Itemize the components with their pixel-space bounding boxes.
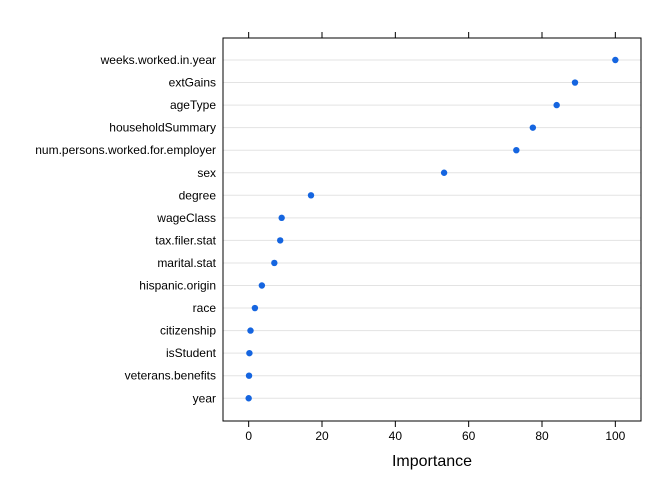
y-tick-label: degree [179, 188, 217, 202]
data-point [440, 169, 448, 176]
data-point [258, 282, 266, 289]
x-tick-label: 60 [462, 429, 476, 443]
data-point [251, 304, 259, 312]
data-point [245, 372, 253, 379]
data-point [246, 349, 253, 357]
x-tick-label: 80 [535, 429, 549, 443]
data-point [571, 79, 579, 86]
data-point [612, 56, 619, 64]
data-point [247, 327, 254, 334]
y-tick-label: ageType [170, 98, 216, 112]
y-tick-label: num.persons.worked.for.employer [35, 143, 216, 157]
y-tick-label: weeks.worked.in.year [100, 53, 216, 67]
data-point [307, 192, 315, 199]
data-point [513, 147, 520, 154]
y-tick-label: race [193, 301, 217, 315]
y-tick-label: extGains [169, 76, 216, 90]
x-axis-label: Importance [392, 453, 472, 470]
y-tick-label: hispanic.origin [139, 279, 216, 293]
points [245, 56, 619, 402]
y-tick-label: tax.filer.stat [155, 233, 216, 247]
plot-panel [222, 37, 642, 422]
y-axis-labels: weeks.worked.in.year extGains ageType house… [35, 53, 216, 405]
y-tick-label: isStudent [166, 346, 217, 360]
data-point [277, 237, 284, 244]
y-tick-label: veterans.benefits [125, 369, 216, 383]
y-tick-label: wageClass [156, 211, 216, 225]
gridlines [223, 59, 641, 399]
data-point [245, 395, 252, 402]
x-axis: 0 20 40 60 80 100 [245, 32, 626, 443]
data-point [529, 124, 537, 131]
data-point [271, 259, 278, 267]
x-tick-label: 0 [245, 429, 252, 443]
y-tick-label: householdSummary [109, 121, 216, 135]
y-tick-label: citizenship [160, 324, 216, 338]
x-tick-label: 20 [315, 429, 329, 443]
y-tick-label: sex [197, 166, 216, 180]
x-tick-label: 40 [389, 429, 403, 443]
data-point [553, 101, 560, 109]
y-tick-label: marital.stat [157, 256, 216, 270]
data-point [278, 214, 285, 222]
y-tick-label: year [193, 391, 216, 405]
x-tick-label: 100 [605, 429, 625, 443]
